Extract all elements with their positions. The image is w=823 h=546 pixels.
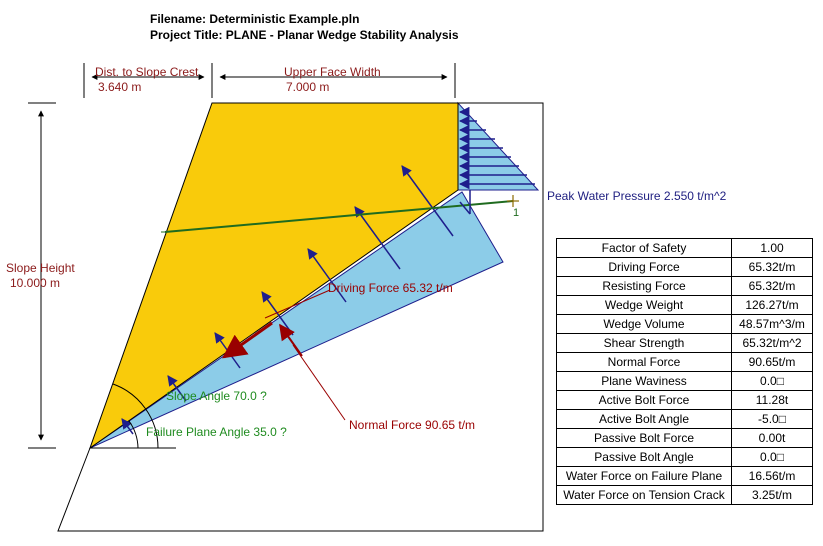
slope-height-value: 10.000 m bbox=[10, 276, 60, 290]
result-label: Passive Bolt Force bbox=[556, 428, 732, 448]
result-value: 1.00 bbox=[731, 238, 813, 258]
result-value: 65.32t/m bbox=[731, 276, 813, 296]
result-value: 16.56t/m bbox=[731, 466, 813, 486]
project-title-header: Project Title: PLANE - Planar Wedge Stab… bbox=[150, 28, 459, 42]
results-row: Passive Bolt Force 0.00t bbox=[556, 428, 813, 448]
result-label: Water Force on Failure Plane bbox=[556, 466, 732, 486]
result-value: -5.0□ bbox=[731, 409, 813, 429]
slope-height-dimension bbox=[28, 102, 56, 449]
result-label: Shear Strength bbox=[556, 333, 732, 353]
result-value: 3.25t/m bbox=[731, 485, 813, 505]
failure-plane-angle-label: Failure Plane Angle 35.0 ? bbox=[146, 425, 287, 439]
result-label: Active Bolt Force bbox=[556, 390, 732, 410]
failure-plane-water-pressure bbox=[89, 191, 504, 449]
result-value: 65.32t/m bbox=[731, 257, 813, 277]
driving-force-label: Driving Force 65.32 t/m bbox=[328, 281, 453, 295]
result-label: Resisting Force bbox=[556, 276, 732, 296]
result-label: Factor of Safety bbox=[556, 238, 732, 258]
horizontal-dimensions bbox=[83, 63, 456, 98]
dist-to-crest-value: 3.640 m bbox=[98, 80, 141, 94]
result-label: Wedge Weight bbox=[556, 295, 732, 315]
filename-header: Filename: Deterministic Example.pln bbox=[150, 12, 360, 26]
result-label: Passive Bolt Angle bbox=[556, 447, 732, 467]
rock-bolt bbox=[164, 200, 514, 233]
result-value: 0.0□ bbox=[731, 371, 813, 391]
result-label: Driving Force bbox=[556, 257, 732, 277]
failure-angle-arc bbox=[128, 420, 139, 449]
results-row: Resisting Force 65.32t/m bbox=[556, 276, 813, 296]
result-value: 0.0□ bbox=[731, 447, 813, 467]
slope-angle-label: Slope Angle 70.0 ? bbox=[166, 389, 267, 403]
results-row: Normal Force 90.65t/m bbox=[556, 352, 813, 372]
slope-angle-arc bbox=[112, 383, 159, 449]
upper-face-width-label: Upper Face Width bbox=[284, 65, 381, 79]
dist-to-crest-label: Dist. to Slope Crest bbox=[95, 65, 199, 79]
result-value: 48.57m^3/m bbox=[731, 314, 813, 334]
result-label: Normal Force bbox=[556, 352, 732, 372]
tension-crack-pressure-arrows bbox=[458, 106, 535, 190]
upper-face-width-value: 7.000 m bbox=[286, 80, 329, 94]
normal-force-arrow bbox=[279, 323, 303, 357]
results-row: Plane Waviness 0.0□ bbox=[556, 371, 813, 391]
driving-force-leader bbox=[264, 289, 331, 319]
results-row: Active Bolt Angle -5.0□ bbox=[556, 409, 813, 429]
results-row: Wedge Volume 48.57m^3/m bbox=[556, 314, 813, 334]
results-table: Factor of Safety 1.00 Driving Force 65.32t/… bbox=[556, 238, 813, 505]
result-value: 11.28t bbox=[731, 390, 813, 410]
normal-force-leader bbox=[292, 344, 346, 421]
result-label: Plane Waviness bbox=[556, 371, 732, 391]
bolt-number-label: 1 bbox=[513, 207, 519, 219]
result-value: 0.00t bbox=[731, 428, 813, 448]
results-row: Active Bolt Force 11.28t bbox=[556, 390, 813, 410]
tension-crack-water-pressure bbox=[457, 101, 540, 191]
sliding-wedge bbox=[89, 102, 459, 450]
result-value: 126.27t/m bbox=[731, 295, 813, 315]
driving-force-arrow bbox=[222, 321, 273, 359]
result-value: 90.65t/m bbox=[731, 352, 813, 372]
results-row: Passive Bolt Angle 0.0□ bbox=[556, 447, 813, 467]
result-label: Water Force on Tension Crack bbox=[556, 485, 732, 505]
results-row: Shear Strength 65.32t/m^2 bbox=[556, 333, 813, 353]
results-row: Wedge Weight 126.27t/m bbox=[556, 295, 813, 315]
normal-force-label: Normal Force 90.65 t/m bbox=[349, 418, 475, 432]
rock-mass-outline bbox=[57, 102, 544, 532]
slope-height-label: Slope Height bbox=[6, 261, 75, 275]
result-value: 65.32t/m^2 bbox=[731, 333, 813, 353]
results-row: Water Force on Tension Crack 3.25t/m bbox=[556, 485, 813, 505]
peak-water-pressure-label: Peak Water Pressure 2.550 t/m^2 bbox=[547, 189, 727, 203]
results-row: Factor of Safety 1.00 bbox=[556, 238, 813, 258]
result-label: Active Bolt Angle bbox=[556, 409, 732, 429]
results-row: Driving Force 65.32t/m bbox=[556, 257, 813, 277]
results-row: Water Force on Failure Plane 16.56t/m bbox=[556, 466, 813, 486]
result-label: Wedge Volume bbox=[556, 314, 732, 334]
